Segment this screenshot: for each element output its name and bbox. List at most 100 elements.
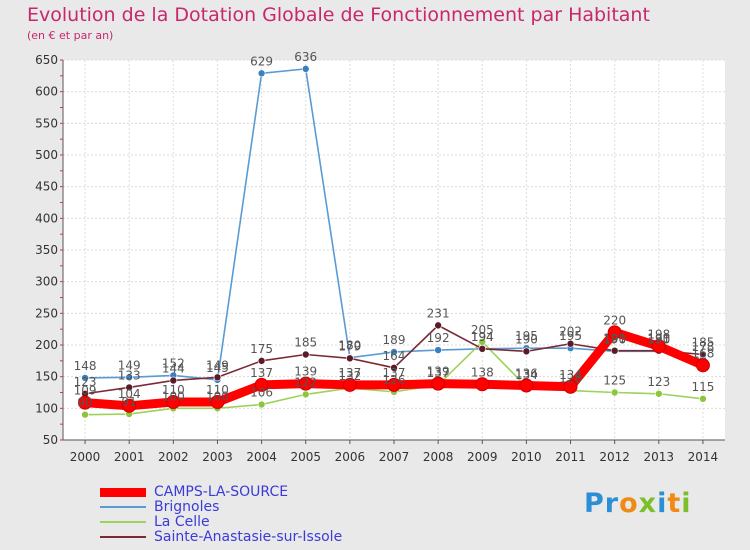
data-label: 194	[471, 330, 494, 344]
data-point	[390, 348, 398, 356]
y-tick-label: 650	[35, 53, 58, 67]
data-point	[301, 390, 310, 399]
data-label: 122	[294, 375, 317, 389]
y-tick-label: 600	[35, 85, 58, 99]
data-label: 636	[294, 50, 317, 64]
data-label: 110	[162, 383, 185, 397]
y-tick-label: 350	[35, 243, 58, 257]
data-label: 123	[647, 375, 670, 389]
x-tick-label: 2009	[467, 450, 498, 464]
data-point	[301, 350, 310, 359]
data-label: 145	[206, 361, 229, 375]
data-point	[301, 65, 310, 73]
data-label: 100	[206, 389, 229, 403]
chart-legend: CAMPS-LA-SOURCE Brignoles La Celle Sainte-A…	[100, 485, 342, 545]
x-tick-label: 2012	[599, 450, 630, 464]
y-tick-label: 250	[35, 306, 58, 320]
legend-label: La Celle	[154, 514, 210, 530]
data-label: 185	[294, 336, 317, 350]
data-label: 198	[647, 327, 670, 341]
data-label: 202	[559, 325, 582, 339]
chart-title: Evolution de la Dotation Globale de Fonc…	[27, 4, 650, 26]
y-tick-label: 100	[35, 401, 58, 415]
data-label: 137	[383, 366, 406, 380]
data-point	[654, 389, 663, 398]
data-label: 115	[691, 380, 714, 394]
data-point	[607, 325, 622, 340]
data-label: 192	[427, 331, 450, 345]
data-label: 104	[118, 387, 141, 401]
chart-subtitle: (en € et par an)	[27, 29, 114, 42]
data-point	[695, 358, 710, 373]
data-point	[346, 354, 354, 363]
y-tick-label: 500	[35, 148, 58, 162]
data-point	[166, 395, 181, 409]
legend-item: CAMPS-LA-SOURCE	[100, 485, 342, 500]
data-point	[610, 346, 619, 355]
data-label: 179	[338, 339, 361, 353]
data-label: 134	[559, 368, 582, 382]
data-label: 139	[427, 365, 450, 379]
data-label: 194	[471, 330, 494, 344]
data-label: 91	[122, 395, 137, 409]
data-point	[254, 377, 269, 392]
data-label: 123	[74, 375, 97, 389]
data-label: 90	[77, 396, 92, 410]
data-point	[522, 347, 531, 356]
data-point	[257, 357, 266, 365]
x-tick-label: 2006	[335, 450, 366, 464]
proxiti-logo: Proxiti	[584, 488, 692, 519]
legend-swatch	[100, 536, 146, 538]
y-tick-label: 200	[35, 338, 58, 352]
x-tick-label: 2004	[246, 450, 277, 464]
data-point	[122, 398, 137, 413]
y-tick-label: 300	[35, 275, 58, 289]
data-label: 190	[515, 332, 538, 346]
data-label: 149	[206, 358, 229, 372]
data-label: 125	[603, 374, 626, 388]
data-point	[125, 383, 133, 392]
data-point	[210, 395, 225, 409]
data-label: 138	[471, 365, 494, 379]
data-label: 136	[515, 367, 538, 381]
data-label: 144	[162, 361, 185, 375]
legend-label: Brignoles	[154, 499, 220, 515]
data-label: 195	[559, 329, 582, 343]
data-point	[434, 346, 442, 354]
data-label: 220	[603, 313, 626, 327]
legend-item: Brignoles	[100, 500, 342, 515]
x-tick-label: 2010	[511, 450, 542, 464]
data-point	[478, 344, 487, 353]
data-point	[298, 376, 313, 391]
data-label: 106	[250, 386, 273, 400]
data-label: 137	[338, 366, 361, 380]
legend-label: CAMPS-LA-SOURCE	[154, 484, 289, 500]
data-label: 126	[383, 373, 406, 387]
x-tick-label: 2008	[423, 450, 454, 464]
data-label: 178	[691, 340, 714, 354]
data-point	[342, 377, 357, 392]
data-label: 175	[250, 342, 273, 356]
data-point	[213, 373, 222, 382]
data-label: 185	[691, 336, 714, 350]
y-tick-label: 450	[35, 180, 58, 194]
y-tick-label: 50	[43, 433, 58, 447]
y-tick-label: 400	[35, 211, 58, 225]
data-point	[125, 373, 133, 382]
data-point	[566, 339, 575, 348]
x-tick-label: 2001	[114, 450, 145, 464]
data-point	[387, 377, 401, 392]
data-point	[434, 321, 442, 330]
data-point	[169, 376, 178, 385]
data-point	[81, 410, 89, 419]
data-label: 128	[559, 372, 582, 386]
data-label: 189	[383, 333, 406, 347]
x-tick-label: 2000	[70, 450, 101, 464]
data-point	[78, 395, 93, 410]
legend-swatch	[100, 487, 146, 497]
data-point	[390, 363, 398, 372]
data-point	[519, 378, 534, 393]
y-tick-label: 550	[35, 116, 58, 130]
data-point	[475, 377, 490, 392]
